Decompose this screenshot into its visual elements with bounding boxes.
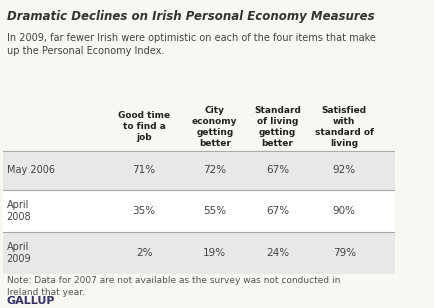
Bar [3,103,395,151]
Text: 67%: 67% [266,165,289,175]
Text: 67%: 67% [266,206,289,216]
Text: City
economy
getting
better: City economy getting better [192,106,237,148]
Text: 2%: 2% [136,248,152,258]
Text: 92%: 92% [333,165,356,175]
Text: 90%: 90% [333,206,356,216]
Text: 55%: 55% [203,206,226,216]
Text: Good time
to find a
job: Good time to find a job [118,111,170,142]
Text: Satisfied
with
standard of
living: Satisfied with standard of living [315,106,374,148]
Bar [3,151,395,190]
Text: 71%: 71% [132,165,156,175]
Text: Standard
of living
getting
better: Standard of living getting better [254,106,301,148]
Text: May 2006: May 2006 [7,165,55,175]
Text: Dramatic Declines on Irish Personal Economy Measures: Dramatic Declines on Irish Personal Econ… [7,10,375,23]
Text: 72%: 72% [203,165,226,175]
Text: GALLUP: GALLUP [7,296,55,306]
Text: In 2009, far fewer Irish were optimistic on each of the four items that make
up : In 2009, far fewer Irish were optimistic… [7,33,375,56]
Text: 35%: 35% [132,206,156,216]
Text: 24%: 24% [266,248,289,258]
Text: 19%: 19% [203,248,226,258]
Bar [3,232,395,274]
Text: Note: Data for 2007 are not available as the survey was not conducted in
Ireland: Note: Data for 2007 are not available as… [7,276,340,297]
Text: April
2008: April 2008 [7,200,31,222]
Text: 79%: 79% [333,248,356,258]
Bar [3,190,395,232]
Text: April
2009: April 2009 [7,242,31,264]
